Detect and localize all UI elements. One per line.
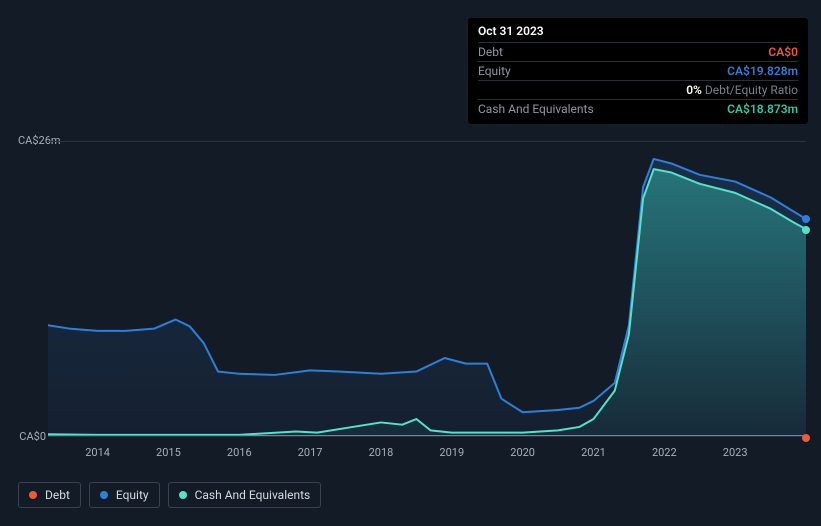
tooltip-row-value: CA$18.873m [727,102,798,116]
tooltip-row: Cash And Equivalents CA$18.873m [478,99,798,118]
legend: Debt Equity Cash And Equivalents [18,482,321,508]
legend-dot-icon [100,491,108,499]
y-axis-label: CA$26m [18,134,46,147]
legend-dot-icon [29,491,37,499]
x-axis-tick: 2020 [510,446,535,459]
legend-item-debt[interactable]: Debt [18,482,81,508]
y-axis-label: CA$0 [18,430,46,443]
tooltip-row-label: Equity [478,64,511,78]
legend-item-cash-and-equivalents[interactable]: Cash And Equivalents [168,482,322,508]
x-axis-tick: 2017 [298,446,323,459]
cash-end-marker [802,226,810,234]
legend-dot-icon [179,491,187,499]
tooltip-row-value: CA$0 [768,45,798,59]
x-axis-tick: 2019 [439,446,464,459]
x-axis-tick: 2018 [369,446,394,459]
plot-area[interactable] [48,141,806,437]
legend-label: Cash And Equivalents [195,488,311,502]
legend-item-equity[interactable]: Equity [89,482,160,508]
x-axis-tick: 2016 [227,446,252,459]
legend-label: Debt [45,488,70,502]
tooltip-row: Equity CA$19.828m [478,61,798,80]
tooltip-row: 0% Debt/Equity Ratio [478,80,798,99]
tooltip-date: Oct 31 2023 [478,24,798,42]
tooltip-row-label: Cash And Equivalents [478,102,594,116]
x-axis-tick: 2023 [723,446,748,459]
equity-end-marker [802,215,810,223]
tooltip-row-label: Debt [478,45,503,59]
x-axis-tick: 2015 [156,446,181,459]
hover-tooltip: Oct 31 2023 Debt CA$0 Equity CA$19.828m 0% D… [468,18,808,124]
x-axis: 2014 2015 2016 2017 2018 2019 2020 2021 2022 2023 [48,446,806,464]
x-axis-tick: 2021 [581,446,606,459]
debt-end-marker [802,434,810,442]
tooltip-row: Debt CA$0 [478,42,798,61]
legend-label: Equity [116,488,149,502]
x-axis-tick: 2022 [652,446,677,459]
tooltip-row-value: 0% Debt/Equity Ratio [686,83,798,97]
x-axis-tick: 2014 [85,446,110,459]
tooltip-row-value: CA$19.828m [727,64,798,78]
